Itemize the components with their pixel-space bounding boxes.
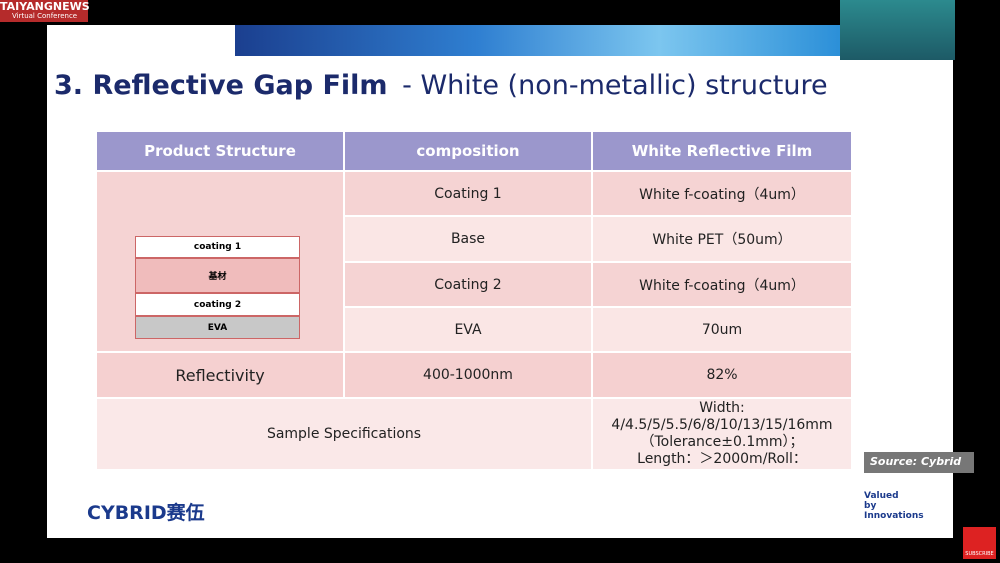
webcam — [840, 0, 955, 60]
tagline-line: Innovations — [864, 511, 924, 521]
table-cell: Sample Specifications — [97, 399, 593, 471]
table-cell: White f-coating（4um） — [593, 263, 853, 308]
table-cell: Reflectivity — [97, 353, 345, 399]
tagline-line: by — [864, 501, 877, 511]
table-cell: EVA — [345, 308, 593, 353]
spec-line: Width: 4/4.5/5/5.5/6/8/10/13/15/16mm — [611, 400, 833, 433]
banner — [235, 25, 841, 56]
logo: TAIYANGNEWS Virtual Conference — [0, 0, 90, 22]
tagline-line: Valued — [864, 491, 899, 501]
layer: 基材 — [135, 258, 300, 293]
title-bold: 3. Reflective Gap Film — [54, 70, 388, 101]
source: Source: Cybrid — [864, 452, 974, 473]
table-cell: 82% — [593, 353, 853, 399]
spec-line: （Tolerance±0.1mm）； — [640, 434, 804, 450]
table-cell: Width: 4/4.5/5/5.5/6/8/10/13/15/16mm （Tol… — [593, 399, 853, 471]
brand: CYBRID赛伍 — [87, 498, 205, 525]
subscribe-label: SUBSCRIBE — [965, 551, 994, 557]
layer: coating 1 — [135, 236, 300, 258]
subscribe-button[interactable]: SUBSCRIBE — [963, 527, 996, 559]
table-cell: 70um — [593, 308, 853, 353]
table-cell: Coating 2 — [345, 263, 593, 308]
table-cell: Base — [345, 217, 593, 263]
tagline: Valued by Innovations — [864, 491, 924, 521]
logo-text: TAIYANGNEWS — [0, 0, 90, 13]
table-cell: Coating 1 — [345, 172, 593, 217]
brand-cn: 赛伍 — [166, 502, 205, 524]
spec-line: Length：＞2000m/Roll： — [637, 451, 807, 467]
brand-name: CYBRID — [87, 502, 167, 524]
layer: coating 2 — [135, 293, 300, 316]
logo-sub: Virtual Conference — [12, 12, 78, 20]
header-cell: White Reflective Film — [593, 132, 853, 172]
table-cell: White PET（50um） — [593, 217, 853, 263]
header-cell: composition — [345, 132, 593, 172]
table-cell: White f-coating（4um） — [593, 172, 853, 217]
table-cell: 400-1000nm — [345, 353, 593, 399]
title: 3. Reflective Gap Film - White (non-meta… — [54, 70, 828, 101]
header-cell: Product Structure — [97, 132, 345, 172]
layer: EVA — [135, 316, 300, 339]
title-rest: - White (non-metallic) structure — [402, 70, 828, 101]
